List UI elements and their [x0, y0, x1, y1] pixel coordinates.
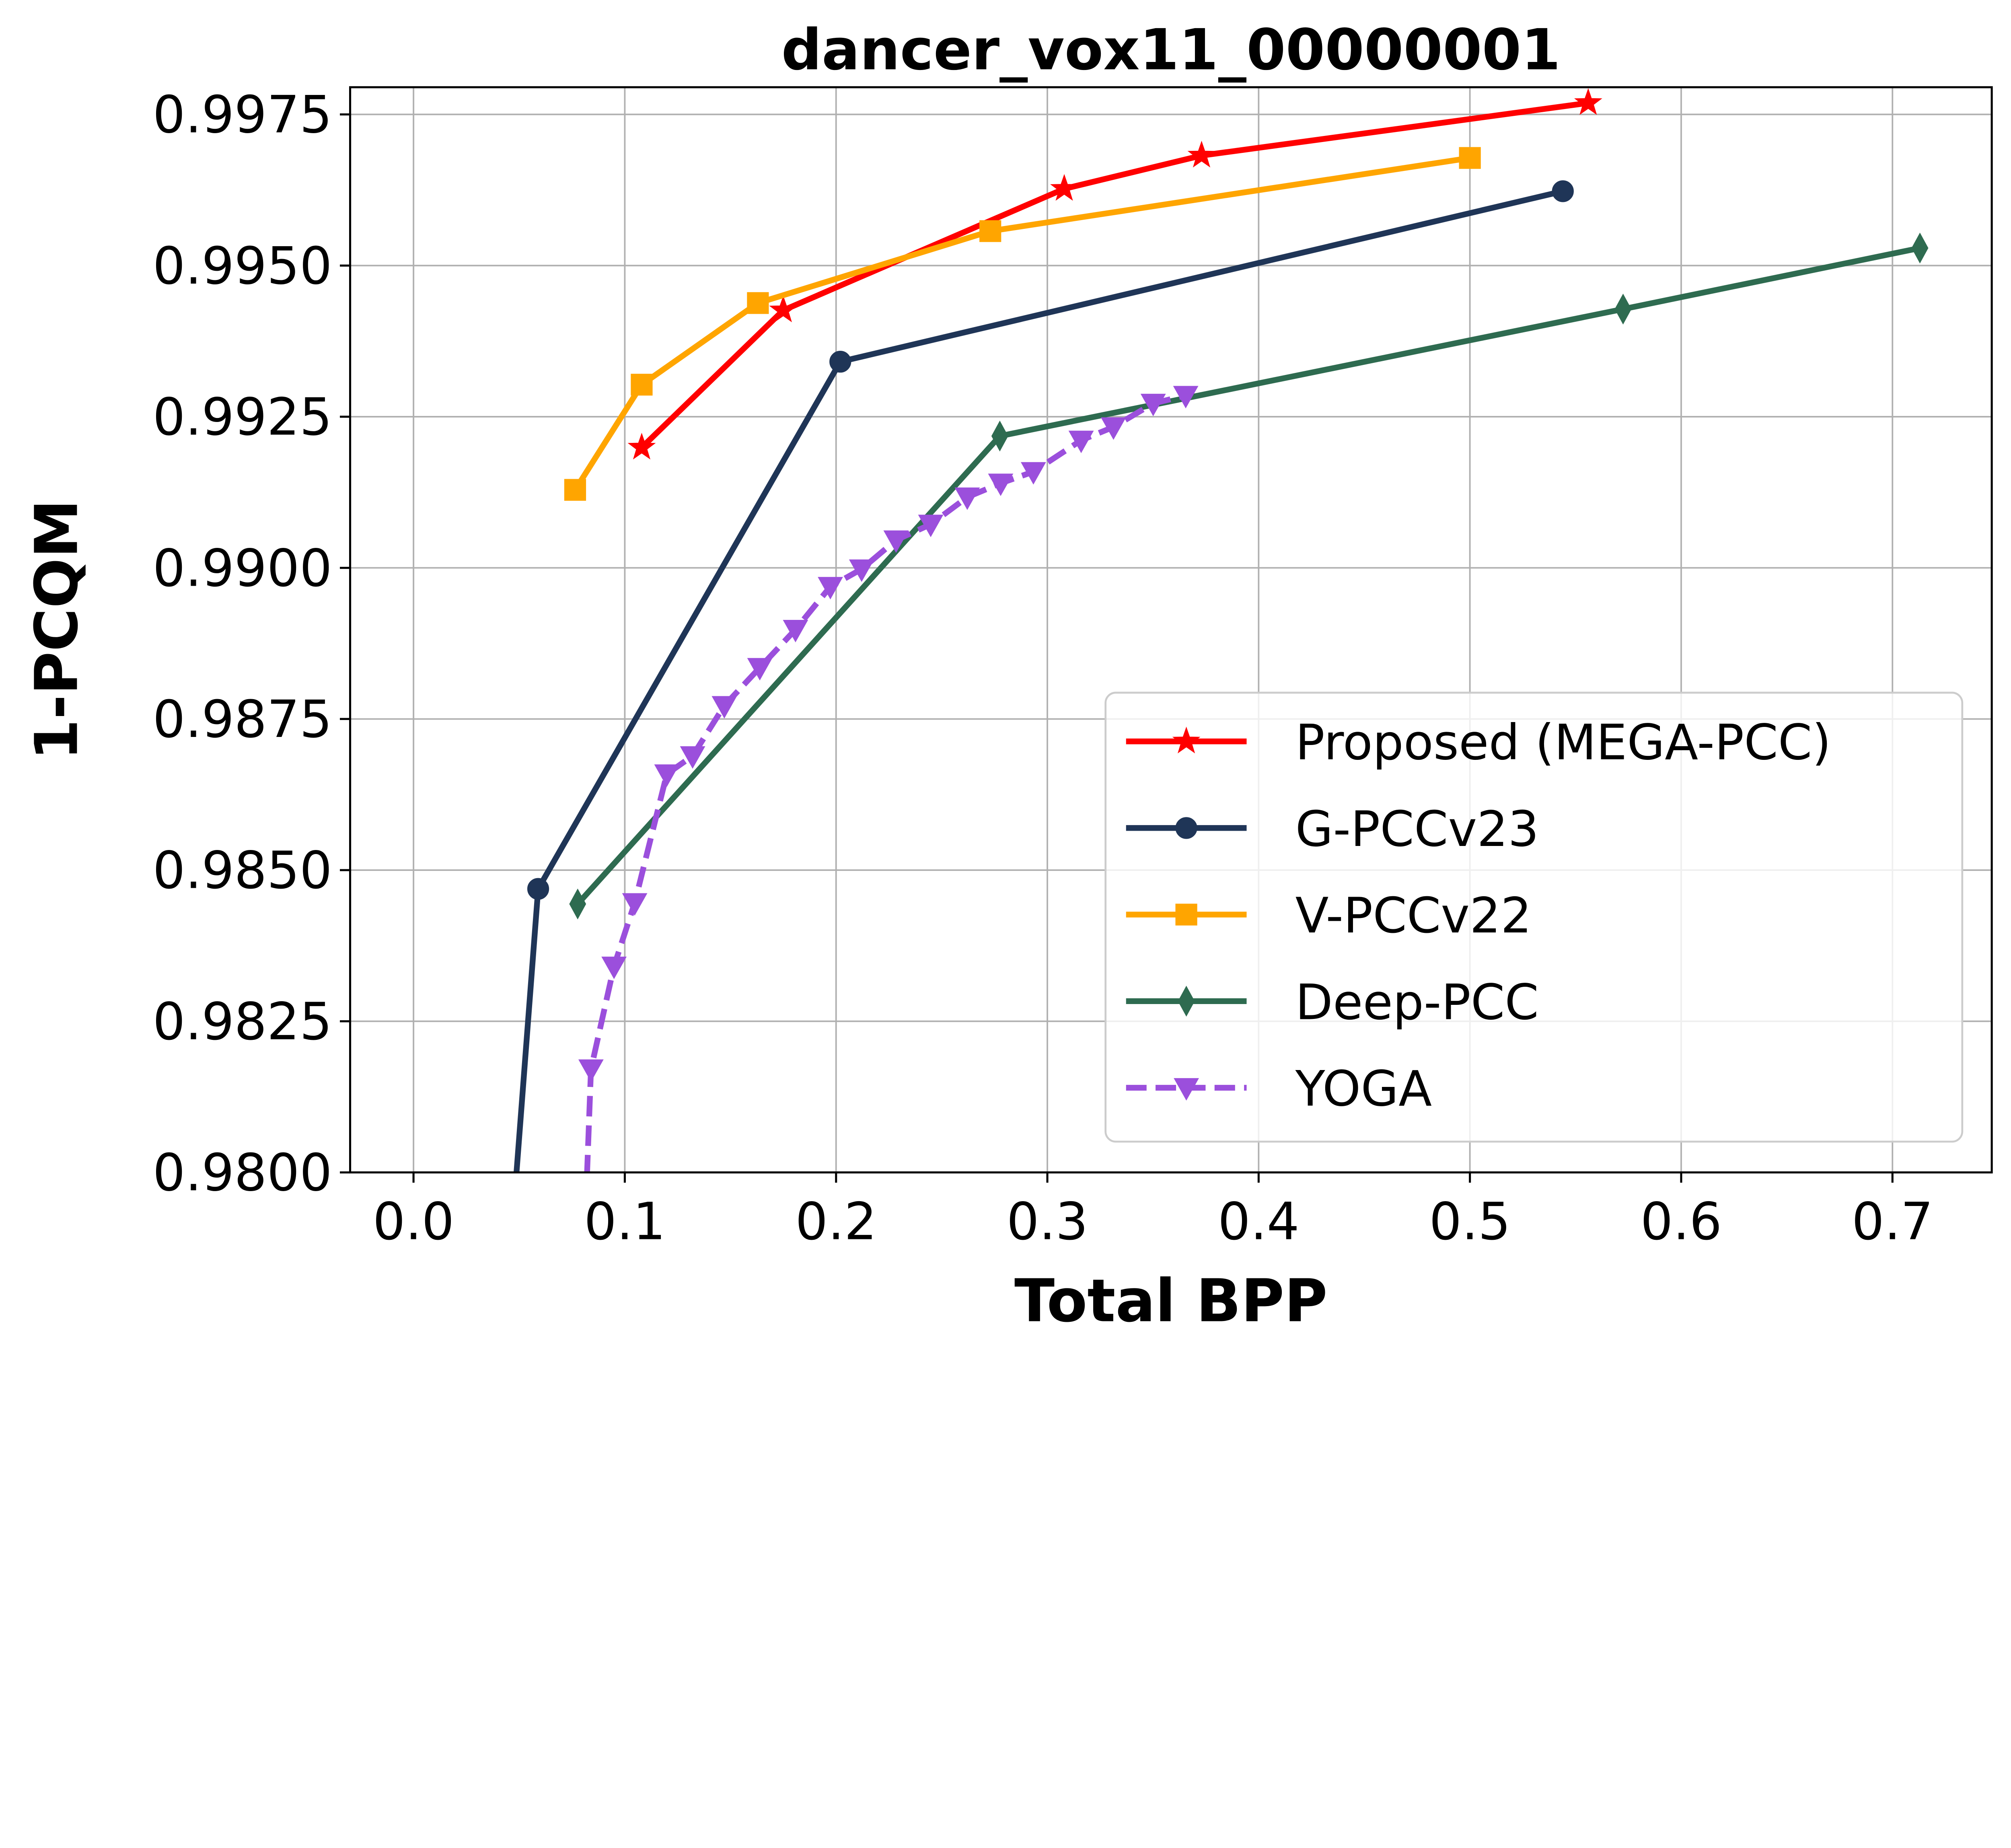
y-axis-label: 1-PCQM [22, 499, 91, 760]
data-point [1068, 430, 1094, 453]
data-point [988, 473, 1014, 496]
y-tick-label: 0.9900 [153, 539, 332, 598]
legend-marker [1174, 1078, 1199, 1101]
legend-marker [1175, 903, 1197, 926]
data-point [601, 957, 627, 979]
chart-title: dancer_vox11_00000001 [781, 17, 1561, 83]
plot-frame [349, 86, 1993, 1174]
data-point [954, 487, 980, 510]
data-point [527, 878, 549, 900]
data-point [654, 764, 680, 787]
data-point [627, 432, 656, 460]
data-point [747, 658, 773, 681]
data-point [747, 292, 769, 314]
x-tick-label: 0.4 [1218, 1192, 1300, 1251]
data-point [1574, 88, 1602, 115]
y-tick-label: 0.9925 [153, 388, 332, 447]
y-tick-label: 0.9825 [153, 992, 332, 1052]
data-point [979, 220, 1001, 242]
data-point [680, 746, 705, 769]
data-point [1459, 147, 1481, 169]
data-point [1173, 386, 1199, 409]
data-point [883, 530, 909, 553]
data-point [622, 893, 648, 916]
legend-label: Proposed (MEGA-PCC) [1295, 714, 1831, 771]
data-point [1614, 293, 1632, 325]
data-point [711, 696, 737, 719]
data-point [578, 1059, 604, 1082]
data-point [769, 295, 798, 323]
data-point [1050, 174, 1079, 201]
x-tick-label: 0.2 [795, 1192, 877, 1251]
y-ticks: 0.9800 0.9825 0.9850 0.9875 0.9900 0.9925 0.99… [153, 85, 350, 1203]
data-point [1020, 462, 1046, 485]
series-line [639, 100, 1589, 450]
x-tick-label: 0.0 [373, 1192, 454, 1251]
grid [350, 87, 1992, 1173]
data-point [1140, 393, 1166, 416]
legend-marker [1172, 726, 1201, 753]
y-tick-label: 0.9850 [153, 841, 332, 901]
y-tick-label: 0.9950 [153, 237, 332, 296]
series-line [575, 245, 1921, 906]
data-point [569, 888, 586, 920]
y-tick-label: 0.9875 [153, 690, 332, 749]
data-point [1552, 180, 1574, 202]
legend-label: V-PCCv22 [1295, 887, 1532, 944]
x-tick-label: 0.5 [1429, 1192, 1511, 1251]
data-point [783, 620, 808, 642]
y-tick-label: 0.9975 [153, 85, 332, 145]
series-line [584, 393, 1186, 1173]
x-ticks: 0.0 0.1 0.2 0.3 0.4 0.5 0.6 0.7 [373, 1172, 1933, 1251]
data-point [829, 351, 851, 373]
x-axis-label: Total BPP [1014, 1266, 1328, 1335]
series-line [513, 188, 1564, 1173]
legend-label: YOGA [1295, 1061, 1432, 1117]
y-tick-label: 0.9800 [153, 1143, 332, 1203]
series-layer [513, 88, 1929, 1305]
legend-box [1104, 691, 1964, 1143]
x-tick-label: 0.7 [1852, 1192, 1933, 1251]
data-point [1911, 233, 1929, 264]
series-proposed-mega-pcc- [627, 88, 1602, 460]
data-point [1187, 140, 1216, 168]
chart: dancer_vox11_00000001 0.0 0.1 0.2 0.3 0.4 0.5… [22, 17, 1993, 1335]
x-tick-label: 0.3 [1007, 1192, 1088, 1251]
legend-label: G-PCCv23 [1295, 801, 1539, 858]
data-point [849, 559, 874, 582]
data-point [564, 479, 586, 501]
series-yoga [571, 386, 1199, 1305]
data-point [918, 514, 944, 537]
x-tick-label: 0.6 [1641, 1192, 1722, 1251]
x-tick-label: 0.1 [584, 1192, 666, 1251]
legend-marker [1178, 986, 1195, 1017]
series-deep-pcc [569, 233, 1929, 920]
data-point [818, 577, 843, 600]
data-point [991, 420, 1008, 452]
data-point [571, 1284, 594, 1305]
legend-marker [1175, 817, 1197, 839]
data-point [1101, 417, 1126, 440]
series-v-pccv22 [564, 147, 1481, 501]
series-g-pccv23 [513, 180, 1574, 1173]
legend: Proposed (MEGA-PCC) G-PCCv23 V-PCCv22 Deep-… [1104, 691, 1964, 1143]
legend-label: Deep-PCC [1295, 974, 1539, 1031]
data-point [631, 374, 653, 396]
